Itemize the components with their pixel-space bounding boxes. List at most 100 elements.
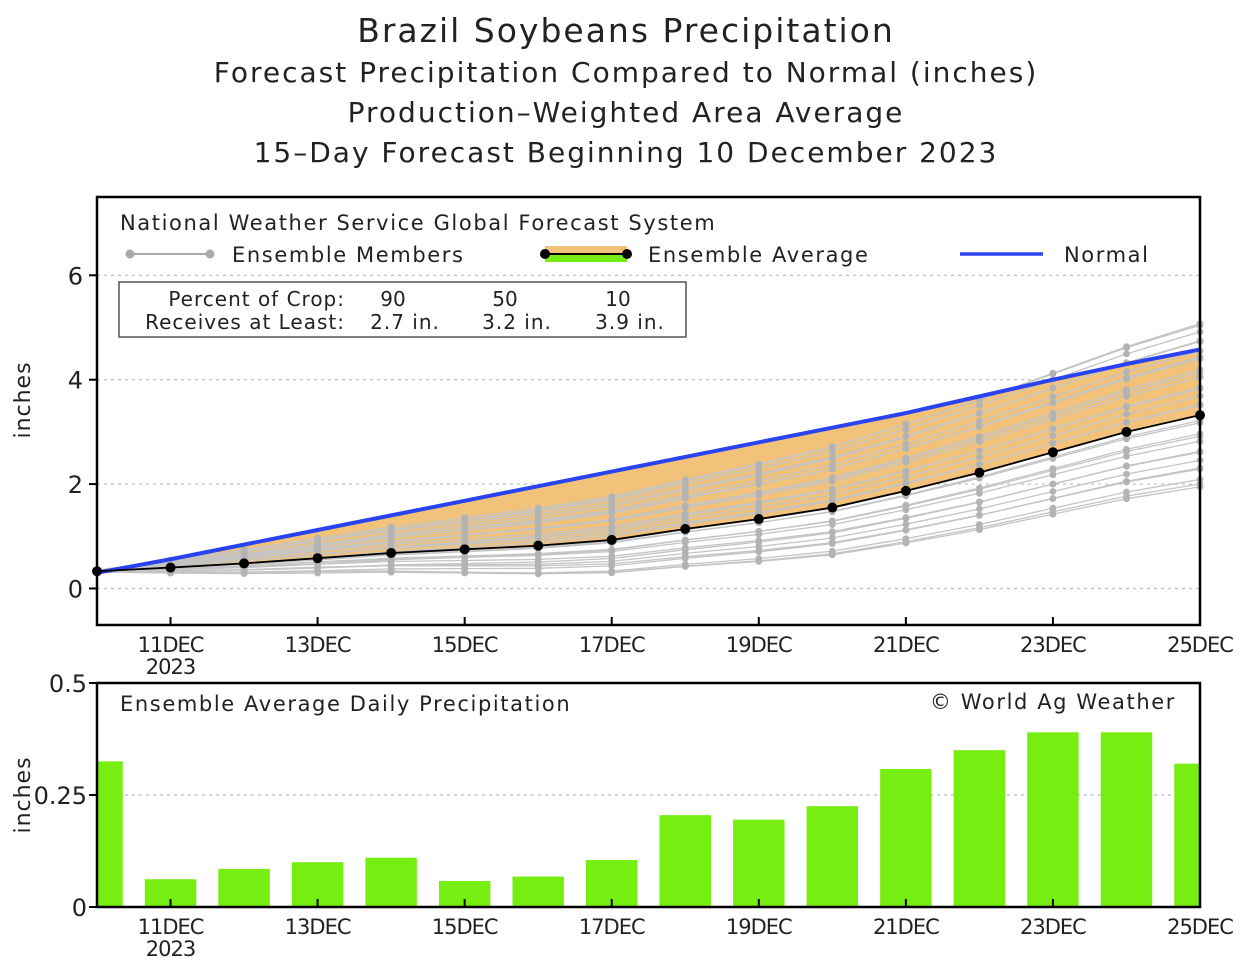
- chart-subtitle-2: Production–Weighted Area Average: [347, 96, 905, 129]
- ensemble-average-point: [606, 534, 617, 545]
- ensemble-member-point: [1049, 480, 1057, 488]
- normal-line: [96, 347, 1201, 575]
- ensemble-average-point: [1121, 426, 1132, 437]
- ensemble-member-point: [1123, 488, 1130, 496]
- top-plot-frame: [95, 195, 1202, 627]
- ensemble-member-point: [902, 440, 910, 448]
- top-y-tick-label: 0: [68, 575, 83, 603]
- daily-precip-bar: [953, 750, 1006, 907]
- ensemble-member-point: [314, 537, 321, 545]
- legend-members-label: Ensemble Members: [232, 243, 465, 267]
- crop-percentile-box: Percent of Crop: Receives at Least: 90 5…: [118, 281, 687, 338]
- ensemble-member-line: [96, 433, 1201, 573]
- ensemble-member-point: [1049, 432, 1057, 439]
- top-panel: 0 2 4 6 inches National Weather Service Glo…: [11, 195, 1234, 679]
- ensemble-member-point: [461, 531, 469, 539]
- ensemble-member-point: [1049, 409, 1057, 417]
- ensemble-member-point: [1049, 398, 1057, 406]
- bottom-x-tick-label: 11DEC: [138, 915, 204, 939]
- ensemble-member-point: [681, 554, 689, 562]
- ensemble-member-point: [387, 556, 395, 564]
- ensemble-member-point: [1123, 402, 1130, 410]
- bottom-y-tick-label: 0.5: [49, 670, 87, 698]
- ensemble-member-point: [902, 420, 910, 428]
- ensemble-member-point: [1123, 446, 1130, 453]
- ensemble-member-line: [96, 467, 1201, 573]
- ensemble-member-point: [1049, 465, 1057, 473]
- bottom-x-year-label: 2023: [146, 937, 195, 961]
- ensemble-member-point: [608, 502, 616, 510]
- ensemble-member-point: [976, 402, 983, 409]
- ensemble-member-point: [1123, 374, 1130, 382]
- bottom-x-tick-label: 15DEC: [432, 915, 498, 939]
- bottom-y-axis-label: inches: [11, 756, 36, 833]
- ensemble-member-point: [608, 567, 616, 575]
- ensemble-member-point: [608, 555, 616, 562]
- ensemble-average-point: [974, 467, 985, 478]
- legend-average-symbol: [540, 246, 632, 262]
- ensemble-member-line: [96, 478, 1201, 575]
- ensemble-member-point: [1123, 470, 1130, 478]
- crop-percent-90: 90: [380, 287, 405, 311]
- top-x-tick-label: 21DEC: [873, 633, 939, 657]
- ensemble-member-point: [755, 548, 763, 556]
- ensemble-member-point: [1123, 418, 1130, 426]
- ensemble-member-point: [902, 454, 910, 462]
- top-panel-header: National Weather Service Global Forecast…: [120, 211, 716, 235]
- ensemble-average-point: [680, 523, 691, 534]
- ensemble-member-point: [828, 547, 836, 555]
- ensemble-member-point: [534, 525, 542, 532]
- chart-title: Brazil Soybeans Precipitation: [357, 11, 895, 50]
- ensemble-member-point: [461, 553, 469, 561]
- ensemble-member-point: [240, 548, 248, 556]
- ensemble-member-point: [902, 526, 910, 534]
- crop-percent-50: 50: [492, 287, 517, 311]
- ensemble-member-point: [1049, 495, 1057, 502]
- ensemble-member-line: [96, 331, 1201, 571]
- daily-precip-bar: [1027, 732, 1079, 907]
- ensemble-member-point: [1123, 477, 1130, 485]
- ensemble-member-point: [828, 486, 836, 494]
- ensemble-member-point: [387, 561, 395, 569]
- ensemble-member-point: [1049, 488, 1057, 495]
- crop-amount-90: 2.7 in.: [370, 310, 440, 334]
- ensemble-member-point: [1049, 439, 1057, 447]
- ensemble-average-line: [96, 414, 1201, 573]
- ensemble-member-point: [976, 521, 983, 528]
- ensemble-member-point: [976, 410, 983, 417]
- ensemble-member-point: [976, 498, 983, 506]
- ensemble-member-point: [755, 471, 763, 479]
- ensemble-member-point: [828, 474, 836, 482]
- ensemble-member-point: [755, 477, 763, 484]
- ensemble-member-point: [755, 538, 763, 546]
- ensemble-average-series: [92, 410, 1205, 577]
- ensemble-average-point: [386, 547, 397, 558]
- top-x-tick-label: 17DEC: [579, 633, 645, 657]
- daily-precip-bar: [880, 769, 932, 907]
- ensemble-member-point: [681, 536, 689, 544]
- bottom-x-tick-label: 25DEC: [1167, 915, 1233, 939]
- top-x-tick-label: 15DEC: [432, 633, 498, 657]
- ensemble-member-line: [96, 386, 1201, 572]
- ensemble-member-point: [976, 433, 983, 440]
- ensemble-member-point: [534, 513, 542, 521]
- ensemble-member-point: [1123, 386, 1130, 393]
- ensemble-member-point: [1049, 369, 1057, 377]
- ensemble-member-point: [1123, 452, 1130, 460]
- legend-members-symbol: [125, 249, 215, 259]
- daily-precip-bar: [806, 806, 859, 907]
- ensemble-member-point: [902, 473, 910, 481]
- crop-label-percent: Percent of Crop:: [168, 287, 345, 311]
- ensemble-member-point: [976, 461, 983, 468]
- ensemble-member-point: [902, 514, 910, 522]
- ensemble-member-point: [976, 417, 983, 425]
- bottom-x-tick-label: 13DEC: [285, 915, 351, 939]
- top-x-tick-label: 11DEC: [138, 633, 204, 657]
- ensemble-member-point: [976, 422, 983, 430]
- ensemble-member-point: [608, 525, 616, 532]
- crop-label-receives: Receives at Least:: [145, 310, 345, 334]
- ensemble-average-point: [239, 558, 250, 569]
- ensemble-member-point: [976, 512, 983, 519]
- ensemble-member-point: [902, 467, 910, 475]
